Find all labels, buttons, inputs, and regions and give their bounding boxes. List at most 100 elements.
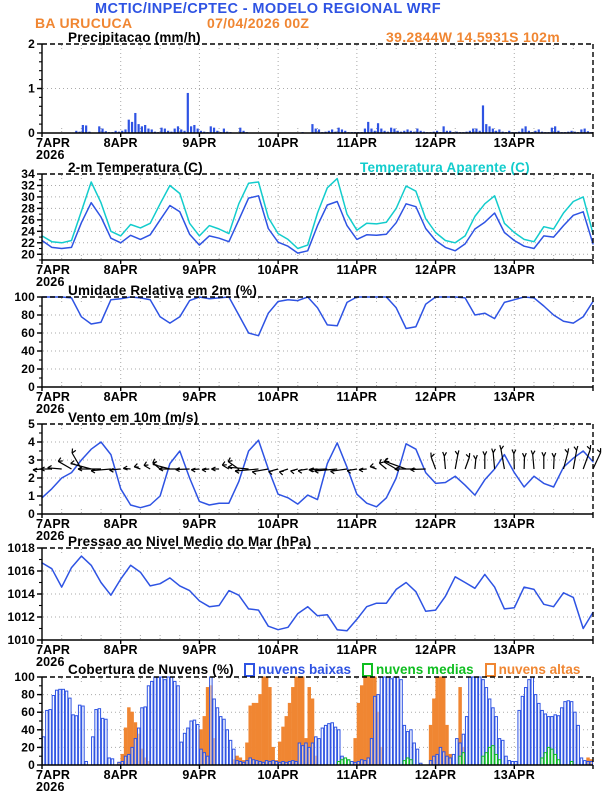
cloud-bar bbox=[179, 741, 184, 766]
x-tick-label: 10APR bbox=[257, 390, 298, 404]
cloud-bar bbox=[54, 689, 59, 766]
cloud-bar bbox=[579, 757, 584, 766]
precip-bar bbox=[75, 130, 78, 133]
precip-bar bbox=[586, 131, 590, 133]
cloud-bar bbox=[199, 748, 203, 766]
precip-bar bbox=[495, 130, 498, 133]
cloud-bar bbox=[45, 709, 49, 766]
x-tick-label: 12APR bbox=[415, 136, 456, 150]
y-tick-label: 20 bbox=[21, 247, 35, 261]
high-clouds-swatch-icon bbox=[484, 662, 496, 677]
cloud-bar bbox=[487, 746, 492, 766]
cloud-bar bbox=[379, 676, 384, 766]
x-tick-label: 11APR bbox=[337, 136, 378, 150]
cloud-bar bbox=[300, 745, 305, 766]
cloud-bar bbox=[261, 676, 266, 766]
panel-title-wind: Vento em 10m (m/s) bbox=[68, 410, 199, 425]
y-tick-label: 32 bbox=[21, 178, 35, 192]
mid-clouds-swatch-icon bbox=[362, 662, 374, 677]
cloud-bar bbox=[415, 748, 420, 766]
cloud-bar bbox=[455, 738, 459, 766]
cloud-bar bbox=[130, 746, 134, 766]
precip-bar bbox=[373, 130, 376, 133]
panel-title-apparent-temperature: Temperatura Aparente (C) bbox=[360, 160, 530, 175]
page-title: MCTIC/INPE/CPTEC - MODELO REGIONAL WRF bbox=[95, 1, 442, 17]
precip-bar bbox=[327, 130, 330, 133]
cloud-bar bbox=[202, 752, 207, 766]
cloud-bar bbox=[264, 676, 269, 766]
x-tick-label: 9APR bbox=[182, 136, 216, 150]
cloud-bar bbox=[294, 676, 298, 766]
precip-bar bbox=[475, 128, 478, 133]
cloud-bar bbox=[110, 758, 115, 766]
x-year-label: 2026 bbox=[36, 655, 65, 669]
legend-label-mid-clouds: nuvens medias bbox=[376, 662, 474, 677]
precip-bar bbox=[121, 130, 124, 133]
precip-bar bbox=[216, 130, 219, 133]
cloud-bar bbox=[468, 676, 472, 766]
x-year-label: 2026 bbox=[36, 780, 65, 792]
cloud-bar bbox=[156, 676, 161, 766]
x-tick-label: 10APR bbox=[257, 263, 298, 277]
cloud-bar bbox=[353, 738, 357, 766]
cloud-bar bbox=[573, 711, 577, 766]
precip-bar bbox=[173, 128, 176, 133]
cloud-bar bbox=[248, 757, 252, 766]
y-tick-label: 30 bbox=[21, 190, 35, 204]
precip-bar bbox=[104, 131, 107, 133]
x-tick-label: 11APR bbox=[337, 768, 378, 782]
cloud-bar bbox=[41, 736, 46, 766]
cloud-bar bbox=[212, 698, 216, 766]
cloud-bar bbox=[232, 748, 236, 766]
precip-bar bbox=[396, 130, 399, 133]
cloud-bar bbox=[566, 700, 571, 766]
cloud-bar bbox=[215, 707, 220, 766]
cloud-bar bbox=[81, 705, 85, 766]
run-datetime: 07/04/2026 00Z bbox=[207, 15, 310, 31]
x-tick-label: 12APR bbox=[415, 390, 456, 404]
cloud-bar bbox=[569, 701, 574, 766]
cloud-bar bbox=[327, 723, 331, 766]
y-tick-label: 1010 bbox=[8, 633, 36, 647]
x-tick-label: 8APR bbox=[104, 136, 138, 150]
cloud-bar bbox=[363, 676, 367, 766]
cloud-bar bbox=[163, 679, 167, 766]
cloud-bar bbox=[340, 759, 344, 766]
cloud-bar bbox=[517, 709, 521, 766]
x-tick-label: 7APR bbox=[36, 263, 70, 277]
precip-bar bbox=[557, 130, 560, 133]
precip-bar bbox=[212, 127, 216, 133]
y-tick-label: 40 bbox=[21, 344, 35, 358]
x-tick-label: 10APR bbox=[257, 136, 298, 150]
precip-bar bbox=[239, 127, 242, 133]
cloud-bar bbox=[196, 724, 200, 766]
cloud-bar bbox=[527, 679, 531, 766]
y-tick-label: 100 bbox=[14, 670, 35, 684]
cloud-bar bbox=[127, 753, 131, 766]
precip-bar bbox=[376, 123, 380, 133]
cloud-bar bbox=[186, 727, 190, 766]
panel-title-clouds: Cobertura de Nuvens (%) bbox=[68, 662, 234, 677]
cloud-bar bbox=[64, 690, 69, 766]
precip-bar bbox=[403, 130, 406, 133]
station-name: BA URUCUCA bbox=[35, 15, 133, 31]
cloud-bar bbox=[320, 727, 325, 766]
cloud-bar bbox=[494, 753, 498, 766]
panel-wind: 0 1 2 3 4 5 7APR 8APR 9APR 10APR 11APR 12APR 13APR 20… bbox=[28, 417, 602, 543]
precip-bar bbox=[419, 130, 422, 133]
x-tick-label: 13APR bbox=[494, 643, 535, 657]
precip-bar bbox=[583, 128, 586, 133]
cloud-bar bbox=[251, 702, 256, 766]
legend-item-high-clouds: nuvens altas bbox=[484, 662, 580, 677]
cloud-bar bbox=[94, 709, 98, 766]
precip-bar bbox=[167, 130, 170, 133]
cloud-bar bbox=[359, 685, 364, 766]
cloud-bar bbox=[48, 709, 52, 766]
cloud-bar bbox=[169, 676, 174, 766]
y-tick-label: 0 bbox=[28, 126, 35, 140]
panel-title-precipitation: Precipitacao (mm/h) bbox=[68, 30, 201, 45]
precip-bar bbox=[481, 105, 485, 133]
cloud-bar bbox=[291, 687, 295, 766]
